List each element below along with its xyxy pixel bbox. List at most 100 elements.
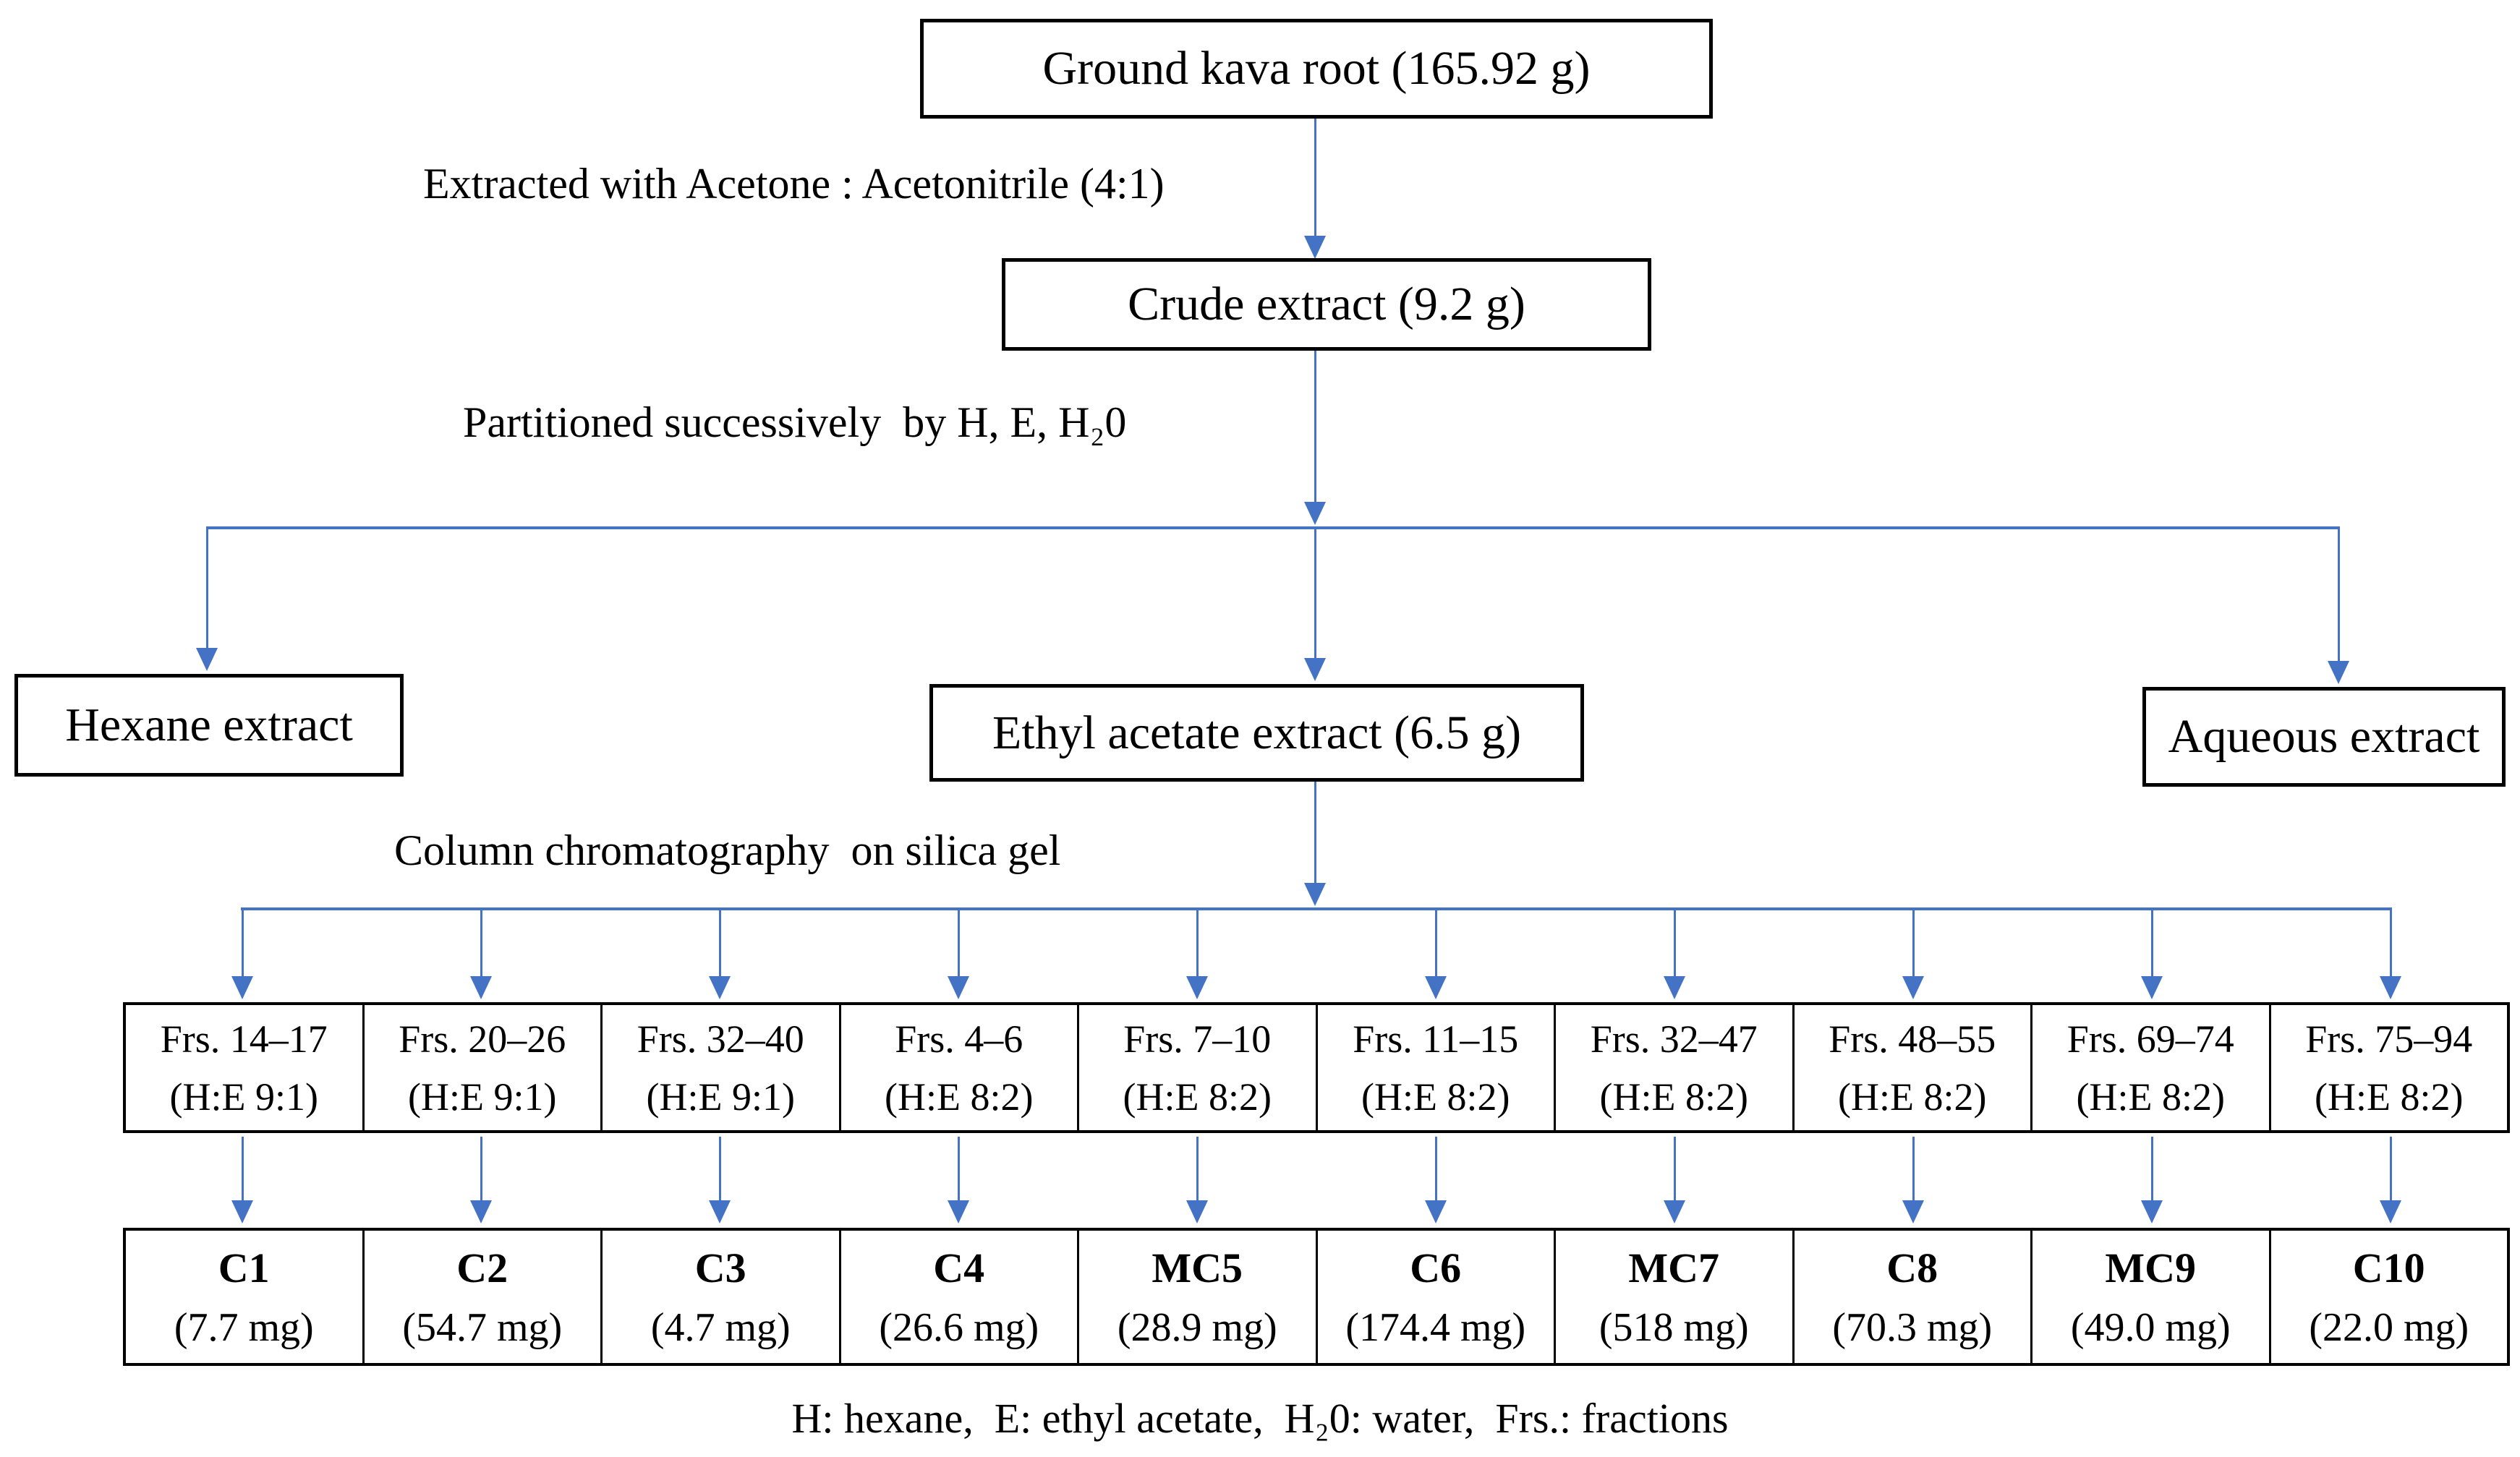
drop-line-2 — [480, 909, 482, 978]
arrow-branch-to-hexane-head-icon — [196, 648, 218, 671]
compound-name: C6 — [1410, 1244, 1462, 1291]
fraction-range: Frs. 7–10 — [1123, 1017, 1272, 1061]
compound-amount: (7.7 mg) — [174, 1304, 314, 1350]
node-crude-extract-label: Crude extract (9.2 g) — [1128, 278, 1525, 330]
legend-footnote: H: hexane, E: ethyl acetate, H₂0: water,… — [791, 1395, 1729, 1442]
fraction-solvent: (H:E 8:2) — [1838, 1074, 1987, 1119]
compound-amount: (26.6 mg) — [879, 1304, 1039, 1350]
fraction-solvent: (H:E 8:2) — [1123, 1074, 1272, 1119]
isolate-head-10-icon — [2380, 1200, 2401, 1223]
arrow-ground-to-crude-head-icon — [1304, 236, 1326, 259]
node-crude-extract: Crude extract (9.2 g) — [1002, 258, 1651, 351]
node-hexane-extract: Hexane extract — [14, 674, 404, 777]
arrow-branch-to-aqueous-head-icon — [2328, 661, 2349, 684]
drop-head-7-icon — [1664, 976, 1685, 999]
compound-name: MC7 — [1628, 1244, 1720, 1291]
drop-line-7 — [1674, 909, 1676, 978]
isolate-line-2 — [480, 1137, 482, 1202]
isolate-line-10 — [2390, 1137, 2392, 1202]
node-ground-kava-root: Ground kava root (165.92 g) — [920, 19, 1713, 119]
drop-head-2-icon — [470, 976, 492, 999]
node-hexane-extract-label: Hexane extract — [65, 698, 353, 751]
fraction-cell-9: Frs. 69–74 (H:E 8:2) — [2030, 1005, 2269, 1130]
fraction-cell-6: Frs. 11–15 (H:E 8:2) — [1315, 1005, 1554, 1130]
compound-amount: (174.4 mg) — [1345, 1304, 1526, 1350]
node-ethyl-acetate-extract: Ethyl acetate extract (6.5 g) — [929, 684, 1584, 782]
drop-head-5-icon — [1186, 976, 1208, 999]
drop-head-9-icon — [2141, 976, 2163, 999]
compound-amount: (54.7 mg) — [402, 1304, 563, 1350]
isolate-line-3 — [719, 1137, 721, 1202]
isolate-line-7 — [1674, 1137, 1676, 1202]
distributor-horizontal-line — [241, 907, 2392, 910]
arrow-branch-to-ethyl-line — [1314, 526, 1316, 659]
fraction-solvent: (H:E 8:2) — [2315, 1074, 2464, 1119]
compound-name: MC9 — [2105, 1244, 2197, 1291]
drop-line-3 — [719, 909, 721, 978]
fraction-range: Frs. 69–74 — [2066, 1017, 2234, 1061]
node-aqueous-extract-label: Aqueous extract — [2168, 710, 2480, 763]
compound-amount: (49.0 mg) — [2070, 1304, 2231, 1350]
drop-line-6 — [1435, 909, 1437, 978]
drop-head-8-icon — [1902, 976, 1924, 999]
compound-amount: (22.0 mg) — [2309, 1304, 2469, 1350]
fraction-range: Frs. 32–47 — [1590, 1017, 1758, 1061]
isolate-head-8-icon — [1902, 1200, 1924, 1223]
fraction-range: Frs. 14–17 — [160, 1017, 328, 1061]
compound-name: C2 — [456, 1244, 508, 1291]
arrow-ground-to-crude-line — [1314, 119, 1316, 239]
drop-head-1-icon — [231, 976, 253, 999]
fractions-row: Frs. 14–17 (H:E 9:1) Frs. 20–26 (H:E 9:1… — [123, 1002, 2510, 1133]
extraction-step-label: Extracted with Acetone : Acetonitrile (4… — [423, 160, 1165, 208]
drop-head-4-icon — [948, 976, 969, 999]
isolate-line-5 — [1196, 1137, 1199, 1202]
isolate-head-1-icon — [231, 1200, 253, 1223]
compounds-row: C1 (7.7 mg) C2 (54.7 mg) C3 (4.7 mg) C4 … — [123, 1228, 2510, 1366]
chromatography-step-label: Column chromatography on silica gel — [394, 826, 1061, 874]
drop-line-10 — [2390, 909, 2392, 978]
fraction-cell-4: Frs. 4–6 (H:E 8:2) — [838, 1005, 1078, 1130]
fraction-solvent: (H:E 8:2) — [885, 1074, 1034, 1119]
fraction-range: Frs. 20–26 — [399, 1017, 566, 1061]
compound-cell-10: C10 (22.0 mg) — [2268, 1231, 2508, 1363]
compound-name: MC5 — [1152, 1244, 1243, 1291]
drop-line-4 — [958, 909, 960, 978]
compound-cell-7: MC7 (518 mg) — [1554, 1231, 1792, 1363]
compound-name: C10 — [2352, 1244, 2425, 1291]
isolate-head-4-icon — [948, 1200, 969, 1223]
fraction-solvent: (H:E 9:1) — [169, 1074, 318, 1119]
compound-amount: (70.3 mg) — [1832, 1304, 1993, 1350]
isolate-head-3-icon — [709, 1200, 731, 1223]
partition-step-label: Partitioned successively by H, E, H₂0 — [463, 398, 1127, 446]
compound-cell-3: C3 (4.7 mg) — [600, 1231, 839, 1363]
arrow-branch-to-aqueous-line — [2338, 526, 2340, 662]
compound-cell-4: C4 (26.6 mg) — [838, 1231, 1078, 1363]
isolate-line-8 — [1912, 1137, 1915, 1202]
fraction-cell-7: Frs. 32–47 (H:E 8:2) — [1554, 1005, 1792, 1130]
drop-line-9 — [2151, 909, 2153, 978]
compound-name: C3 — [694, 1244, 746, 1291]
fraction-solvent: (H:E 8:2) — [1599, 1074, 1748, 1119]
compound-amount: (28.9 mg) — [1117, 1304, 1277, 1350]
isolate-head-7-icon — [1664, 1200, 1685, 1223]
fraction-solvent: (H:E 8:2) — [2076, 1074, 2225, 1119]
drop-line-8 — [1912, 909, 1915, 978]
fraction-range: Frs. 75–94 — [2305, 1017, 2473, 1061]
arrow-ethyl-to-distributor-line — [1314, 782, 1316, 886]
arrow-branch-to-ethyl-head-icon — [1304, 658, 1326, 681]
fraction-cell-2: Frs. 20–26 (H:E 9:1) — [362, 1005, 601, 1130]
compound-cell-1: C1 (7.7 mg) — [126, 1231, 362, 1363]
compound-cell-6: C6 (174.4 mg) — [1315, 1231, 1554, 1363]
node-aqueous-extract: Aqueous extract — [2142, 687, 2506, 787]
fraction-cell-1: Frs. 14–17 (H:E 9:1) — [126, 1005, 362, 1130]
node-ground-kava-root-label: Ground kava root (165.92 g) — [1042, 42, 1591, 95]
compound-amount: (518 mg) — [1599, 1304, 1749, 1350]
fraction-range: Frs. 11–15 — [1353, 1017, 1519, 1061]
isolate-head-9-icon — [2141, 1200, 2163, 1223]
fraction-cell-5: Frs. 7–10 (H:E 8:2) — [1077, 1005, 1316, 1130]
isolate-head-2-icon — [470, 1200, 492, 1223]
drop-head-6-icon — [1425, 976, 1447, 999]
fraction-solvent: (H:E 8:2) — [1361, 1074, 1510, 1119]
compound-cell-5: MC5 (28.9 mg) — [1077, 1231, 1316, 1363]
